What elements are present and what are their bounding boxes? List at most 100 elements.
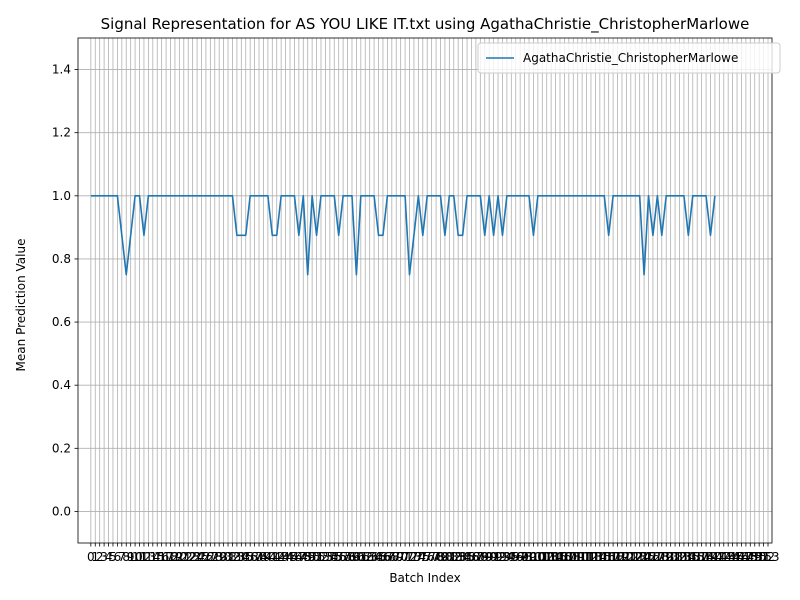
x-tick-label: 125: [633, 550, 656, 564]
x-tick-label: 146: [726, 550, 749, 564]
x-tick-label: 143: [712, 550, 735, 564]
x-tick-label: 14: [145, 550, 160, 564]
x-tick-label: 150: [743, 550, 766, 564]
x-tick-label: 12: [136, 550, 151, 564]
x-tick-label: 50: [304, 550, 319, 564]
x-tick-label: 57: [335, 550, 350, 564]
x-tick-label: 0: [87, 550, 95, 564]
x-tick-label: 128: [646, 550, 669, 564]
x-tick-label: 95: [504, 550, 519, 564]
x-tick-label: 29: [212, 550, 227, 564]
x-tick-label: 121: [615, 550, 638, 564]
x-tick-label: 64: [366, 550, 381, 564]
x-tick-label: 83: [451, 550, 466, 564]
x-axis-label: Batch Index: [389, 571, 460, 585]
y-tick-label: 1.2: [52, 126, 71, 140]
x-tick-label: 17: [158, 550, 173, 564]
x-tick-label: 51: [309, 550, 324, 564]
x-tick-label: 45: [282, 550, 297, 564]
x-tick-label: 61: [353, 550, 368, 564]
x-tick-label: 77: [424, 550, 439, 564]
x-tick-label: 4: [105, 550, 113, 564]
x-tick-label: 26: [198, 550, 213, 564]
x-tick-label: 15: [150, 550, 165, 564]
y-axis-ticks: 0.0 0.2 0.4 0.6 0.8 1.0 1.2 1.4: [52, 63, 78, 518]
x-tick-label: 149: [739, 550, 762, 564]
y-tick-label: 0.2: [52, 441, 71, 455]
x-tick-label: 153: [757, 550, 780, 564]
x-tick-label: 63: [362, 550, 377, 564]
x-tick-label: 91: [486, 550, 501, 564]
x-tick-label: 151: [748, 550, 771, 564]
x-tick-label: 106: [549, 550, 572, 564]
x-tick-label: 133: [668, 550, 691, 564]
x-tick-label: 127: [641, 550, 664, 564]
x-tick-label: 109: [562, 550, 585, 564]
x-tick-label: 39: [256, 550, 271, 564]
x-tick-label: 34: [234, 550, 249, 564]
x-tick-label: 32: [225, 550, 240, 564]
x-tick-label: 73: [406, 550, 421, 564]
x-axis-ticks: 0123456789101112131415161718192021222324…: [87, 543, 779, 564]
x-tick-label: 68: [384, 550, 399, 564]
x-tick-label: 112: [575, 550, 598, 564]
x-tick-label: 1: [91, 550, 99, 564]
x-tick-label: 36: [243, 550, 258, 564]
x-tick-label: 142: [708, 550, 731, 564]
x-tick-label: 102: [531, 550, 554, 564]
x-tick-label: 86: [464, 550, 479, 564]
x-tick-label: 115: [588, 550, 611, 564]
y-tick-label: 0.4: [52, 378, 71, 392]
x-tick-label: 52: [313, 550, 328, 564]
x-tick-label: 35: [238, 550, 253, 564]
x-tick-label: 65: [371, 550, 386, 564]
x-tick-label: 28: [207, 550, 222, 564]
x-tick-label: 144: [717, 550, 740, 564]
x-tick-label: 19: [167, 550, 182, 564]
x-tick-label: 76: [420, 550, 435, 564]
x-tick-label: 118: [602, 550, 625, 564]
x-tick-label: 66: [375, 550, 390, 564]
y-tick-label: 0.0: [52, 504, 71, 518]
x-tick-label: 59: [344, 550, 359, 564]
x-tick-label: 108: [557, 550, 580, 564]
x-tick-label: 138: [690, 550, 713, 564]
x-tick-label: 126: [637, 550, 660, 564]
x-tick-label: 75: [415, 550, 430, 564]
x-tick-label: 60: [349, 550, 364, 564]
x-tick-label: 24: [189, 550, 204, 564]
x-tick-label: 132: [664, 550, 687, 564]
x-tick-label: 90: [482, 550, 497, 564]
x-tick-label: 11: [132, 550, 147, 564]
x-tick-label: 94: [499, 550, 514, 564]
x-tick-label: 141: [703, 550, 726, 564]
x-tick-label: 72: [402, 550, 417, 564]
x-tick-label: 41: [265, 550, 280, 564]
x-tick-label: 10: [127, 550, 142, 564]
x-tick-label: 20: [172, 550, 187, 564]
x-tick-label: 152: [752, 550, 775, 564]
x-tick-label: 80: [437, 550, 452, 564]
x-tick-label: 42: [269, 550, 284, 564]
x-tick-label: 21: [176, 550, 191, 564]
x-tick-label: 119: [606, 550, 629, 564]
x-tick-label: 40: [260, 550, 275, 564]
x-tick-label: 145: [721, 550, 744, 564]
x-tick-label: 6: [114, 550, 122, 564]
x-tick-label: 44: [278, 550, 293, 564]
x-tick-label: 33: [229, 550, 244, 564]
x-tick-label: 71: [397, 550, 412, 564]
x-tick-label: 79: [433, 550, 448, 564]
y-tick-label: 1.4: [52, 63, 71, 77]
x-tick-label: 53: [318, 550, 333, 564]
series-layer: [90, 195, 716, 276]
x-tick-label: 81: [442, 550, 457, 564]
x-tick-label: 92: [490, 550, 505, 564]
x-tick-label: 38: [251, 550, 266, 564]
x-tick-label: 22: [181, 550, 196, 564]
series-line: [90, 195, 716, 276]
x-tick-label: 135: [677, 550, 700, 564]
x-tick-label: 46: [287, 550, 302, 564]
x-tick-label: 97: [513, 550, 528, 564]
